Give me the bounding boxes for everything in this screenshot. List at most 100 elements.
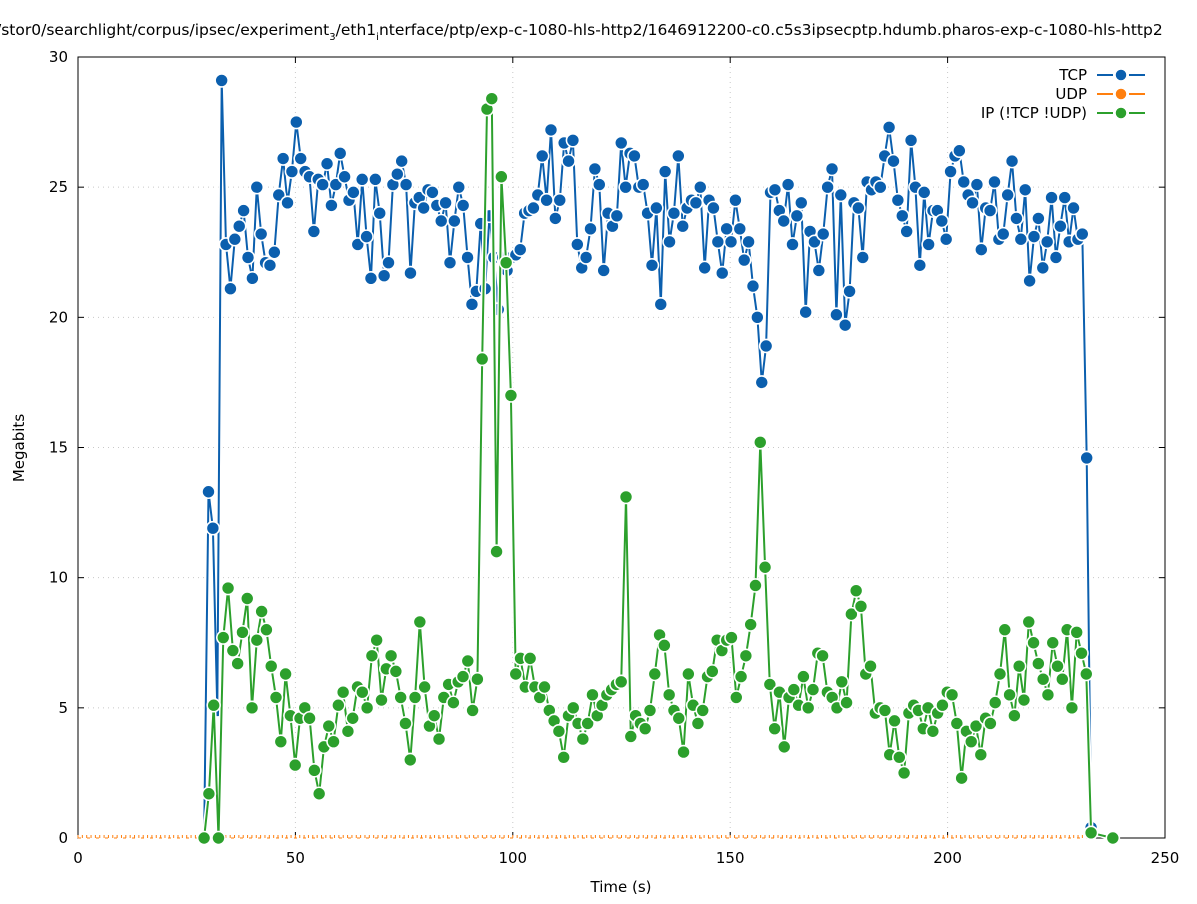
tcp-point (1026, 229, 1042, 244)
legend-marker-tcp (1114, 68, 1128, 82)
ip-point (345, 710, 361, 726)
ip-point (211, 830, 226, 846)
y-tick-label: 20 (49, 308, 68, 326)
ip-point (307, 763, 322, 778)
ip-point (239, 591, 255, 606)
ip-point (503, 388, 519, 403)
ip-point (259, 622, 274, 638)
ip-point (235, 625, 250, 640)
ip-point (1055, 671, 1070, 687)
tcp-point (280, 195, 295, 211)
ip-point (206, 697, 221, 713)
y-tick-label: 30 (49, 48, 68, 66)
ip-point (877, 703, 893, 718)
tcp-point (894, 208, 910, 224)
tcp-point (578, 250, 594, 265)
tcp-point (455, 198, 471, 213)
tcp-point (938, 231, 954, 247)
tcp-point (1075, 226, 1090, 242)
tcp-point (965, 195, 980, 211)
ip-point (331, 697, 346, 713)
y-tick-label: 10 (49, 569, 68, 587)
tcp-point (240, 250, 256, 265)
ip-point (695, 703, 711, 718)
tcp-point (1004, 153, 1020, 169)
tcp-point (337, 169, 352, 185)
tcp-point (873, 179, 888, 195)
ip-point (968, 718, 984, 734)
ip-point (752, 434, 768, 450)
tcp-point (798, 304, 813, 320)
tcp-point (548, 211, 563, 226)
ip-point (618, 489, 634, 505)
ip-point (359, 700, 375, 716)
tcp-point (613, 135, 629, 151)
tcp-point (376, 268, 392, 283)
tcp-point (767, 182, 783, 198)
tcp-point (745, 278, 761, 294)
x-tick-label: 150 (716, 849, 745, 867)
tcp-point (570, 237, 585, 252)
ip-point (805, 682, 821, 697)
tcp-point (293, 151, 308, 166)
ip-point (949, 716, 965, 731)
ip-point (446, 695, 461, 710)
tcp-point (275, 151, 291, 166)
tcp-point (1044, 190, 1059, 205)
tcp-point (1035, 260, 1051, 276)
ip-point (1069, 625, 1085, 640)
tcp-point (921, 237, 936, 252)
ip-point (983, 716, 998, 731)
ip-point (355, 684, 370, 700)
x-tick-label: 50 (286, 849, 305, 867)
ip-point (892, 749, 907, 765)
ip-point (1105, 830, 1121, 846)
series-tcp (196, 73, 1099, 846)
tcp-point (1079, 450, 1094, 466)
ip-point (728, 690, 744, 705)
ip-point (815, 648, 830, 664)
ip-point (1040, 687, 1056, 703)
ip-point (201, 786, 217, 802)
ip-point (417, 679, 432, 695)
x-tick-label: 200 (933, 849, 962, 867)
ip-point (311, 786, 327, 802)
legend-marker-ip (1114, 106, 1128, 120)
ip-point (733, 669, 749, 684)
tcp-point (855, 250, 871, 265)
y-tick-label: 0 (58, 829, 68, 847)
tcp-point (916, 185, 932, 200)
tcp-point (780, 177, 796, 192)
tcp-point (952, 143, 967, 159)
ip-point (944, 687, 960, 703)
legend-marker-udp (1114, 87, 1128, 101)
tcp-point (987, 174, 1002, 190)
ip-point (407, 690, 423, 705)
ip-point (278, 666, 293, 682)
tcp-point (245, 270, 260, 286)
ip-point (738, 648, 754, 664)
ip-point (973, 747, 989, 762)
tcp-point (649, 200, 664, 216)
ip-point (393, 690, 408, 705)
ip-point (997, 622, 1013, 638)
ip-point (522, 651, 538, 666)
tcp-point (899, 224, 914, 239)
ip-point (1011, 658, 1027, 674)
ip-point (848, 583, 864, 598)
ip-point (470, 671, 485, 687)
tcp-point (829, 307, 844, 323)
tcp-point (253, 226, 269, 242)
ip-point (661, 687, 677, 703)
ip-point (374, 692, 389, 708)
ip-point (1016, 692, 1032, 708)
tcp-point (227, 231, 243, 247)
tcp-point (315, 177, 330, 192)
tcp-point (1048, 250, 1064, 265)
tcp-point (442, 255, 458, 270)
ip-point (935, 697, 950, 713)
tcp-point (789, 208, 805, 224)
tcp-point (587, 161, 603, 177)
tcp-point (675, 218, 691, 234)
